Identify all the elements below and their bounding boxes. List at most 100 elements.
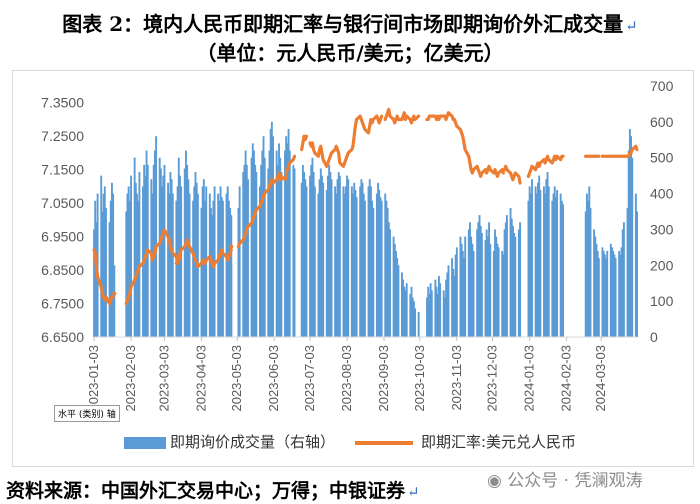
volume-bar xyxy=(486,236,489,337)
volume-bar xyxy=(134,182,137,337)
volume-bar xyxy=(628,129,631,337)
volume-bar xyxy=(212,200,215,337)
volume-bar xyxy=(489,243,492,337)
legend-line-swatch xyxy=(355,440,413,445)
volume-bar xyxy=(93,229,95,337)
volume-bar xyxy=(377,182,380,337)
volume-bar xyxy=(409,293,412,337)
return-mark-icon: ↵ xyxy=(625,17,638,35)
volume-bar xyxy=(319,168,322,337)
volume-bar xyxy=(427,286,430,337)
volume-bar xyxy=(437,276,440,337)
volume-bar xyxy=(587,200,590,337)
volume-bar xyxy=(143,164,146,337)
volume-bar xyxy=(258,186,261,337)
rate-line-segment xyxy=(124,228,182,306)
volume-bar xyxy=(439,283,442,337)
volume-bar xyxy=(385,200,388,337)
volume-bar xyxy=(445,279,448,337)
volume-bar xyxy=(443,297,446,337)
volume-bar xyxy=(161,186,164,337)
volume-bar xyxy=(170,179,173,337)
volume-bar xyxy=(334,186,337,337)
volume-bar xyxy=(386,207,389,337)
x-axis-tick-label: 2023-07-03 xyxy=(302,345,317,412)
volume-bar xyxy=(288,150,291,337)
volume-bar xyxy=(367,186,370,337)
volume-bar xyxy=(378,189,381,337)
volume-bar xyxy=(360,179,363,337)
volume-bar xyxy=(218,200,221,337)
volume-bar xyxy=(596,250,599,337)
volume-bar xyxy=(217,193,220,337)
volume-bar xyxy=(601,247,604,337)
volume-bar xyxy=(262,136,265,337)
x-axis-tick-label: 2024-01-03 xyxy=(522,345,537,412)
volume-bar xyxy=(138,172,141,337)
volume-bar xyxy=(460,243,463,337)
volume-bar xyxy=(389,229,391,337)
volume-bar xyxy=(211,215,214,337)
volume-bar xyxy=(513,233,516,337)
volume-bar xyxy=(100,175,103,337)
x-axis-tick-label: 2023-08-03 xyxy=(339,345,354,412)
volume-bar xyxy=(369,186,372,337)
volume-bar xyxy=(303,172,306,337)
volume-bar xyxy=(286,143,289,337)
volume-bar xyxy=(309,175,312,337)
x-axis-tick-label: 2024-03-03 xyxy=(593,345,608,412)
volume-bar xyxy=(478,215,481,337)
volume-bar xyxy=(387,222,390,337)
volume-bar xyxy=(426,297,428,337)
volume-bar xyxy=(237,207,240,337)
volume-bar xyxy=(318,179,321,337)
volume-bar xyxy=(459,236,462,337)
chart-area[interactable]: 6.6500 6.7500 6.8500 6.9500 7.0500 7.1500 7.25… xyxy=(12,70,694,467)
legend-line[interactable]: 即期汇率:美元兑人民币 xyxy=(355,431,576,452)
volume-bar xyxy=(275,150,278,337)
volume-bar xyxy=(593,229,596,337)
rate-line-segment xyxy=(203,248,233,269)
watermark: ◉ 公众号 · 凭澜观涛 xyxy=(487,471,643,491)
rate-line-segment xyxy=(236,171,288,249)
volume-bar xyxy=(328,164,331,337)
volume-bar xyxy=(158,157,161,337)
volume-bar xyxy=(279,157,282,337)
rate-line-segment xyxy=(383,107,421,125)
volume-bar xyxy=(347,179,350,337)
volume-bar xyxy=(177,157,180,337)
volume-bar xyxy=(168,193,171,337)
volume-bar xyxy=(622,222,625,337)
volume-bar xyxy=(436,293,439,337)
volume-bar xyxy=(454,254,457,337)
volume-bar xyxy=(225,193,228,337)
volume-bar xyxy=(352,193,354,337)
volume-bar xyxy=(554,197,557,337)
volume-bar xyxy=(488,222,491,337)
volume-bar xyxy=(626,207,629,337)
volume-bar xyxy=(163,164,166,337)
volume-bar xyxy=(263,157,266,337)
volume-bar xyxy=(136,193,138,337)
volume-bar xyxy=(556,189,559,337)
volume-bar xyxy=(270,121,273,337)
volume-bar xyxy=(485,229,488,337)
volume-bar xyxy=(504,222,507,337)
volume-bar xyxy=(614,258,617,337)
volume-bar xyxy=(620,247,623,337)
left-axis-tick-label: 7.2500 xyxy=(41,128,84,144)
volume-bar xyxy=(484,240,487,337)
volume-bar xyxy=(253,150,255,337)
volume-bar xyxy=(112,193,115,337)
volume-bar xyxy=(495,236,498,337)
legend-bar[interactable]: 即期询价成交量（右轴） xyxy=(124,431,335,452)
volume-bar xyxy=(588,186,591,337)
volume-bar xyxy=(472,250,475,337)
volume-bar xyxy=(109,200,112,337)
volume-bar xyxy=(105,207,107,337)
volume-bar xyxy=(455,247,458,337)
volume-bar xyxy=(229,207,232,337)
volume-bar xyxy=(531,179,533,337)
volume-bar xyxy=(221,200,224,337)
volume-bar xyxy=(476,229,479,337)
